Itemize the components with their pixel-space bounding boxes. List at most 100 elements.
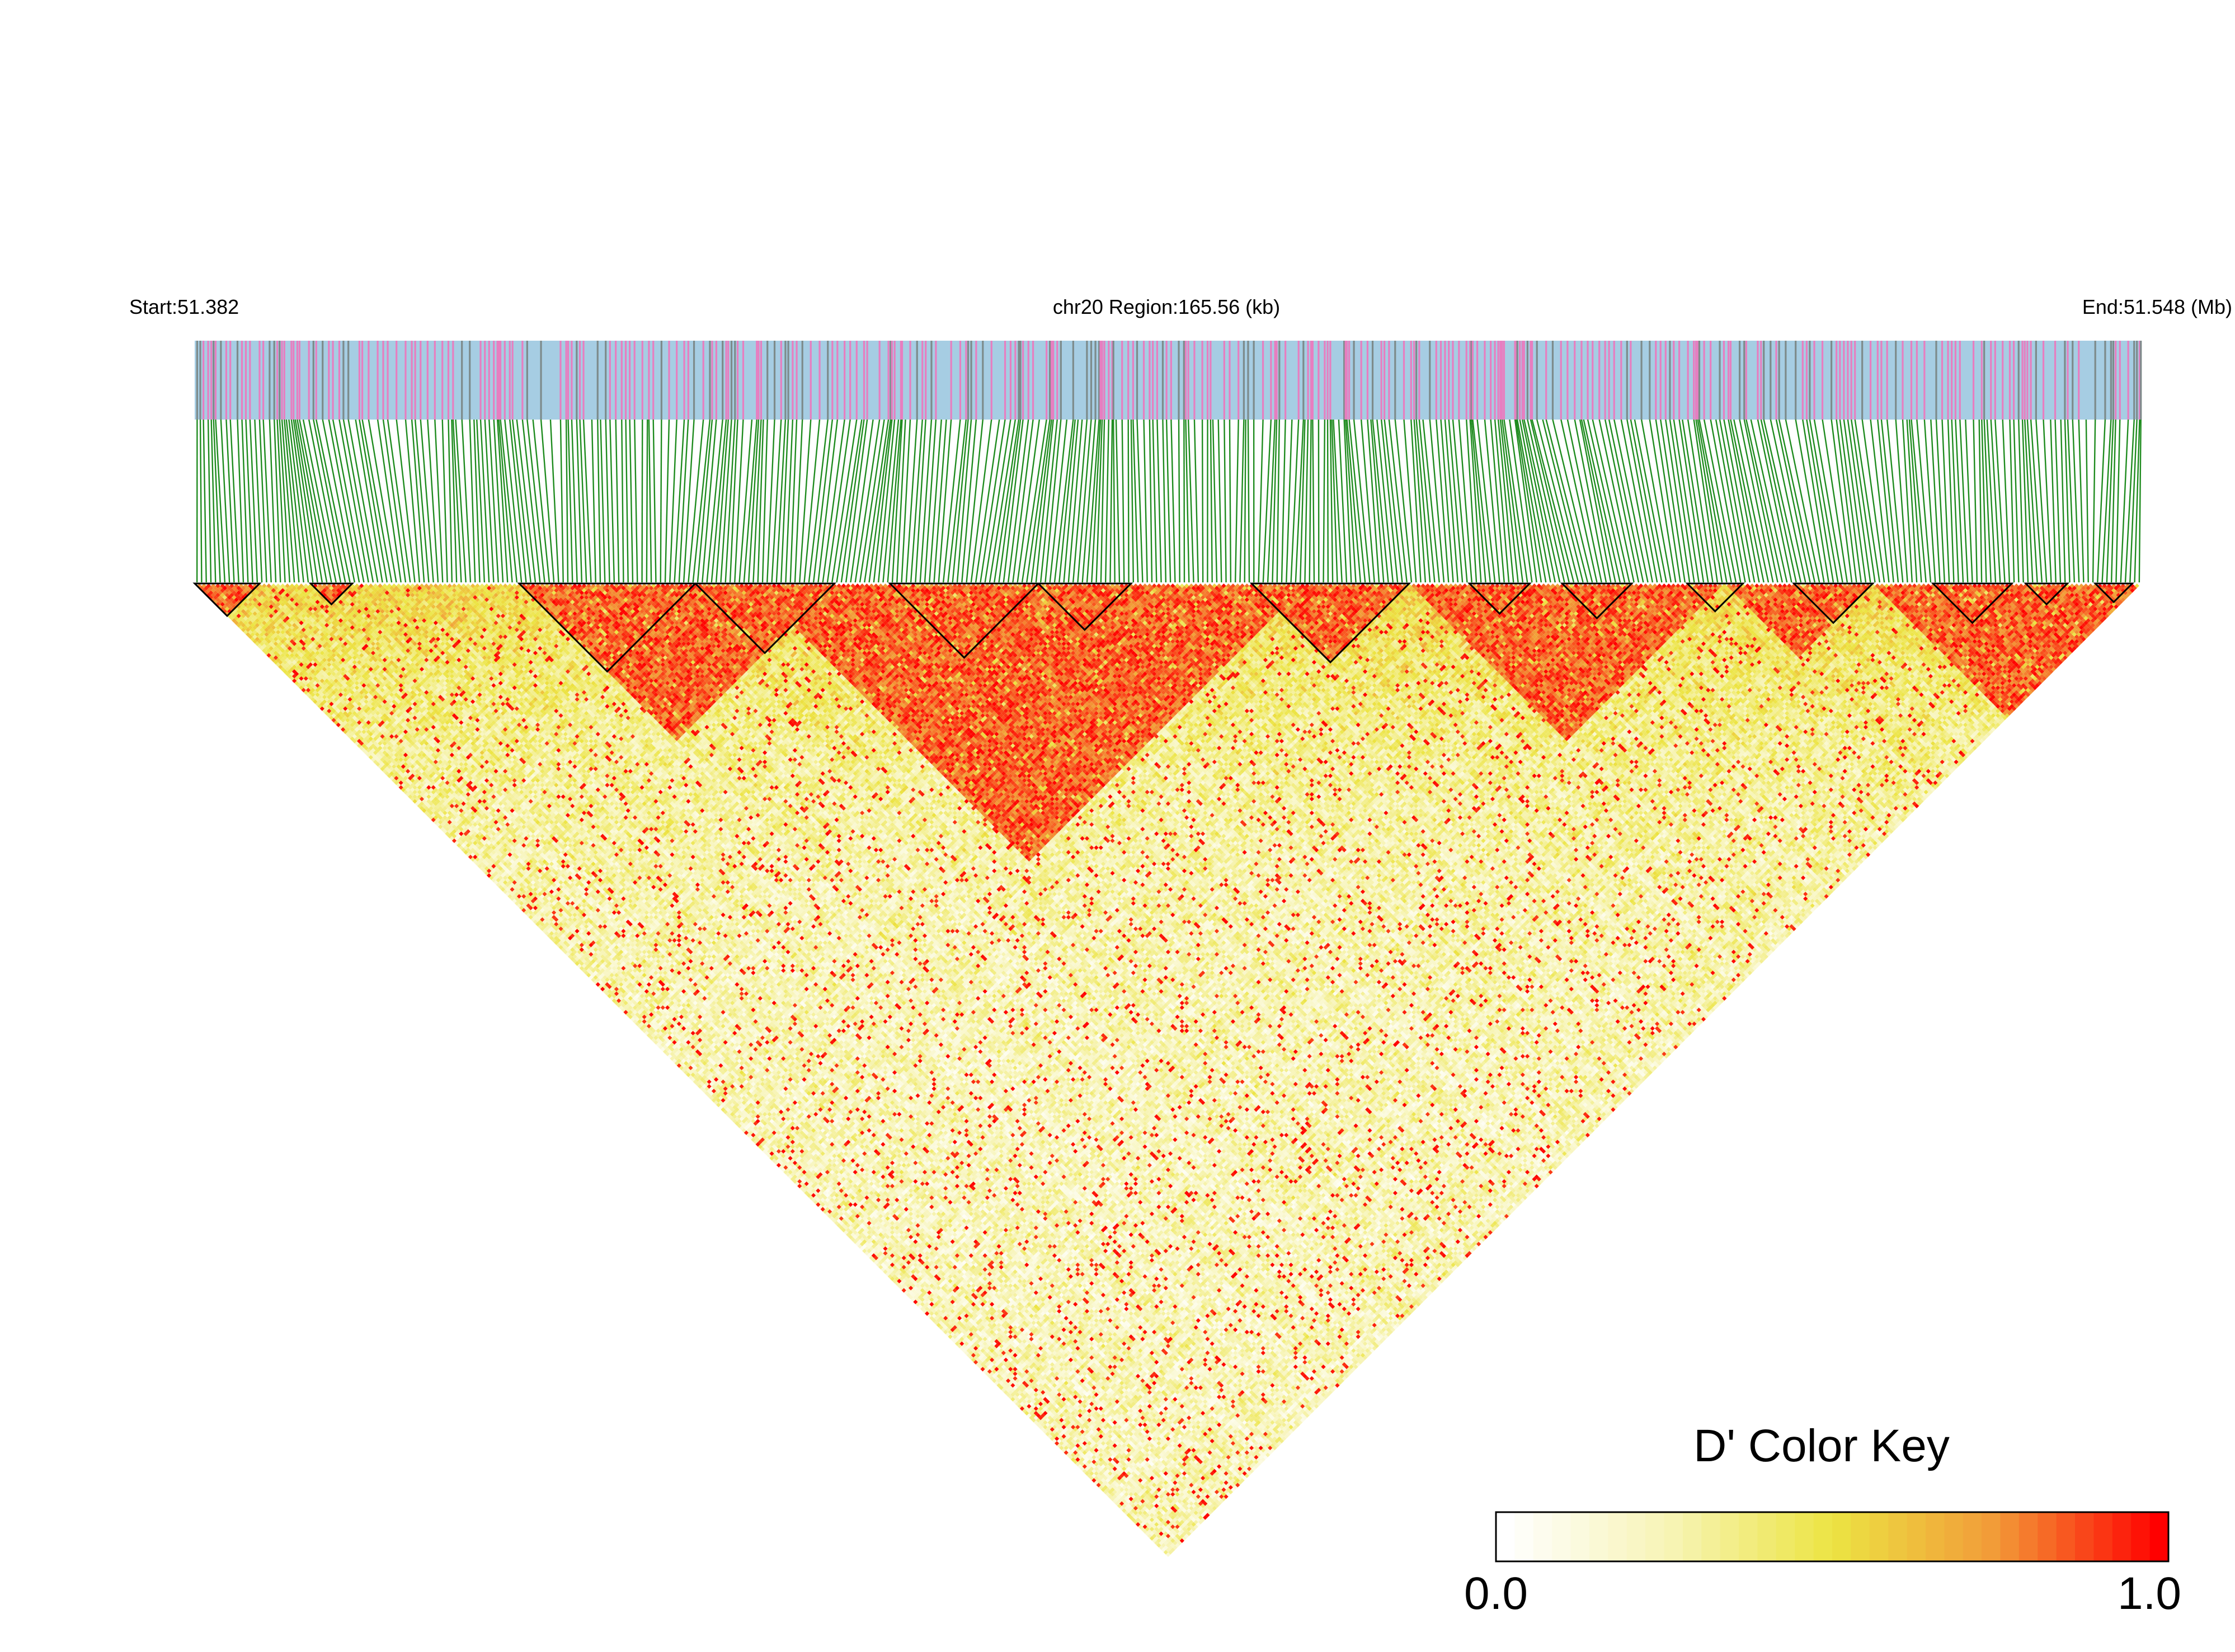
snp-connector	[1179, 420, 1180, 582]
snp-connector	[299, 420, 331, 582]
snp-connector	[1282, 420, 1286, 582]
snp-connector	[1324, 420, 1325, 582]
snp-connector	[653, 420, 656, 582]
snp-connector	[226, 420, 234, 582]
snp-connector	[649, 420, 651, 582]
snp-connector	[1248, 420, 1249, 582]
snp-connector	[1116, 420, 1119, 582]
snp-connector	[462, 420, 470, 582]
snp-connector	[592, 420, 596, 582]
snp-connector	[1245, 420, 1246, 582]
snp-connector	[626, 420, 628, 582]
snp-connector	[1381, 420, 1398, 582]
snp-connector	[477, 420, 484, 582]
snp-position-track	[195, 341, 2142, 420]
snp-connector	[1310, 420, 1311, 582]
snp-connector	[1171, 420, 1175, 582]
snp-connector	[1377, 420, 1393, 582]
snp-connector	[606, 420, 610, 582]
snp-connector	[363, 420, 392, 582]
snp-connector	[634, 420, 637, 582]
snp-connector	[818, 420, 837, 582]
snp-connector	[510, 420, 526, 582]
snp-connector	[1128, 420, 1129, 582]
snp-connector	[1218, 420, 1222, 582]
snp-connector	[661, 420, 662, 582]
snp-connector	[572, 420, 577, 582]
snp-connector	[1277, 420, 1279, 582]
snp-connector	[943, 420, 960, 582]
snp-connector	[566, 420, 568, 582]
snp-connector	[200, 420, 201, 582]
snp-connector	[684, 420, 694, 582]
snp-connector	[1113, 420, 1115, 582]
snp-connector	[1471, 420, 1486, 582]
snp-connector	[1194, 420, 1198, 582]
snp-connector	[1230, 420, 1231, 582]
snp-connector	[1235, 420, 1239, 582]
snp-connector	[823, 420, 845, 582]
snp-connector	[665, 420, 669, 582]
snp-connector	[1224, 420, 1226, 582]
snp-connector	[1373, 420, 1389, 582]
snp-connector	[1157, 420, 1161, 582]
snp-connector	[902, 420, 910, 582]
snp-connector	[1305, 420, 1308, 582]
snp-connector	[906, 420, 917, 582]
snp-connector	[1166, 420, 1170, 582]
snp-connector	[1122, 420, 1124, 582]
snp-connector	[221, 420, 229, 582]
snp-connector	[204, 420, 206, 582]
snp-connector	[1211, 420, 1212, 582]
snp-connector	[1110, 420, 1112, 582]
snp-connector	[642, 420, 643, 582]
snp-connector	[827, 420, 850, 582]
region-label: chr20 Region:165.56 (kb)	[1053, 295, 1280, 318]
snp-connector	[378, 420, 401, 582]
snp-connector	[523, 420, 540, 582]
snp-connector	[1144, 420, 1147, 582]
snp-connector	[561, 420, 563, 582]
snp-connector	[813, 420, 832, 582]
snp-connector	[584, 420, 591, 582]
end-label: End:51.548 (Mb)	[2082, 295, 2232, 318]
snp-connector-lines	[197, 420, 2141, 582]
snp-connector	[1105, 420, 1109, 582]
snp-connector	[443, 420, 448, 582]
snp-connector	[1259, 420, 1263, 582]
snp-connector	[485, 420, 494, 582]
snp-connector	[208, 420, 211, 582]
snp-connector	[850, 420, 873, 582]
snp-connector	[758, 420, 764, 582]
snp-connector	[1150, 420, 1152, 582]
snp-connector	[763, 420, 768, 582]
start-label: Start:51.382	[129, 295, 239, 318]
snp-connector	[1263, 420, 1271, 582]
snp-connector	[600, 420, 605, 582]
snp-connector	[1291, 420, 1299, 582]
snp-connector	[953, 420, 968, 582]
snp-connector	[630, 420, 633, 582]
snp-connector	[1312, 420, 1314, 582]
snp-connector	[597, 420, 600, 582]
snp-connector	[679, 420, 688, 582]
snp-connector	[1404, 420, 1417, 582]
snp-connector	[230, 420, 239, 582]
snp-connector	[980, 420, 1005, 582]
snp-connector	[1163, 420, 1165, 582]
snp-connector	[622, 420, 623, 582]
snp-connector	[1240, 420, 1244, 582]
snp-connector	[1213, 420, 1217, 582]
snp-connector	[568, 420, 573, 582]
snp-connector	[1059, 420, 1075, 582]
snp-connector	[616, 420, 619, 582]
snp-connector	[1131, 420, 1133, 582]
snp-connector	[1385, 420, 1403, 582]
snp-connector	[1153, 420, 1157, 582]
snp-connector	[323, 420, 355, 582]
snp-connector	[383, 420, 406, 582]
snp-connector	[512, 420, 531, 582]
snp-connector	[481, 420, 489, 582]
snp-connector	[1202, 420, 1203, 582]
